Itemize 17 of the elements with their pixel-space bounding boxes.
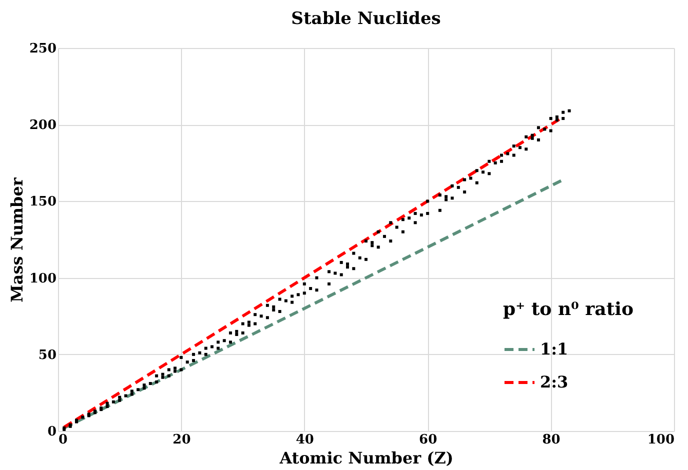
legend-label: 1:1 <box>540 340 568 358</box>
chart-title: Stable Nuclides <box>291 9 441 29</box>
y-tick-label: 50 <box>38 348 56 363</box>
x-tick-label: 80 <box>542 432 560 448</box>
x-axis-title: Atomic Number (Z) <box>278 448 454 468</box>
x-tick-label: 0 <box>58 432 68 448</box>
y-tick-label: 200 <box>29 118 56 134</box>
x-tick-label: 60 <box>419 432 438 448</box>
y-tick-label: 100 <box>29 271 56 286</box>
x-tick-label: 100 <box>647 432 674 448</box>
x-tick-label: 40 <box>296 432 314 448</box>
legend-title: p⁺ to n⁰ ratio <box>503 299 634 320</box>
x-tick-label: 20 <box>172 432 191 448</box>
y-tick-label: 150 <box>29 194 56 210</box>
y-tick-label: 250 <box>29 42 56 56</box>
legend-label: 2:3 <box>540 372 568 392</box>
y-axis-title: Mass Number <box>7 177 26 302</box>
